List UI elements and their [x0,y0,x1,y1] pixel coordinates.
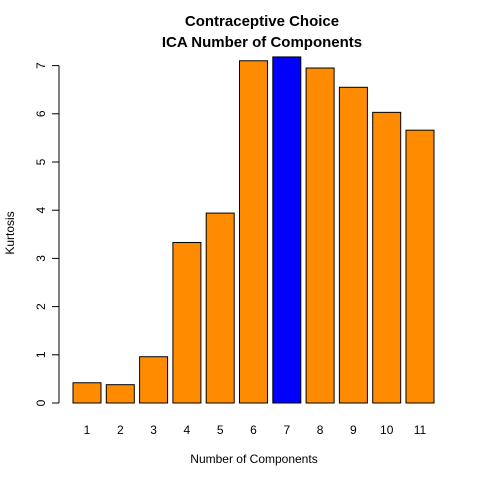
bars [72,56,435,404]
y-tick-label: 1 [34,351,48,358]
x-tick-label: 10 [380,423,394,437]
bar-3 [139,356,169,404]
y-tick-label: 7 [34,62,48,69]
x-tick-label: 1 [84,423,91,437]
chart-subtitle: ICA Number of Components [162,34,362,51]
y-tick-label: 2 [34,303,48,310]
x-axis-label: Number of Components [190,452,317,466]
x-tick-label: 2 [117,423,124,437]
y-tick-label: 5 [34,158,48,165]
y-tick-label: 6 [34,110,48,117]
x-tick-label: 7 [283,423,290,437]
bar-2 [105,384,135,404]
y-tick-label: 0 [34,399,48,406]
x-tick-label: 8 [317,423,324,437]
y-tick-label: 3 [34,255,48,262]
bar-8 [305,67,335,404]
y-tick-label: 4 [34,207,48,214]
bar-7 [272,56,302,404]
bar-5 [205,212,235,404]
x-tick-label: 4 [184,423,191,437]
y-axis: 0 1 2 3 4 5 6 7 [34,62,60,406]
x-tick-labels: 1 2 3 4 5 6 7 8 9 10 11 [84,423,427,437]
bar-1 [72,382,102,404]
x-tick-label: 3 [150,423,157,437]
bar-6 [239,60,268,404]
x-tick-label: 6 [250,423,257,437]
x-tick-label: 11 [414,423,427,437]
x-tick-label: 5 [217,423,224,437]
y-axis-label: Kurtosis [3,211,17,254]
bar-9 [338,86,368,404]
bar-11 [405,129,435,404]
chart-title: Contraceptive Choice [185,13,339,30]
bar-4 [172,241,202,404]
x-tick-label: 9 [350,423,357,437]
bar-10 [372,111,402,404]
